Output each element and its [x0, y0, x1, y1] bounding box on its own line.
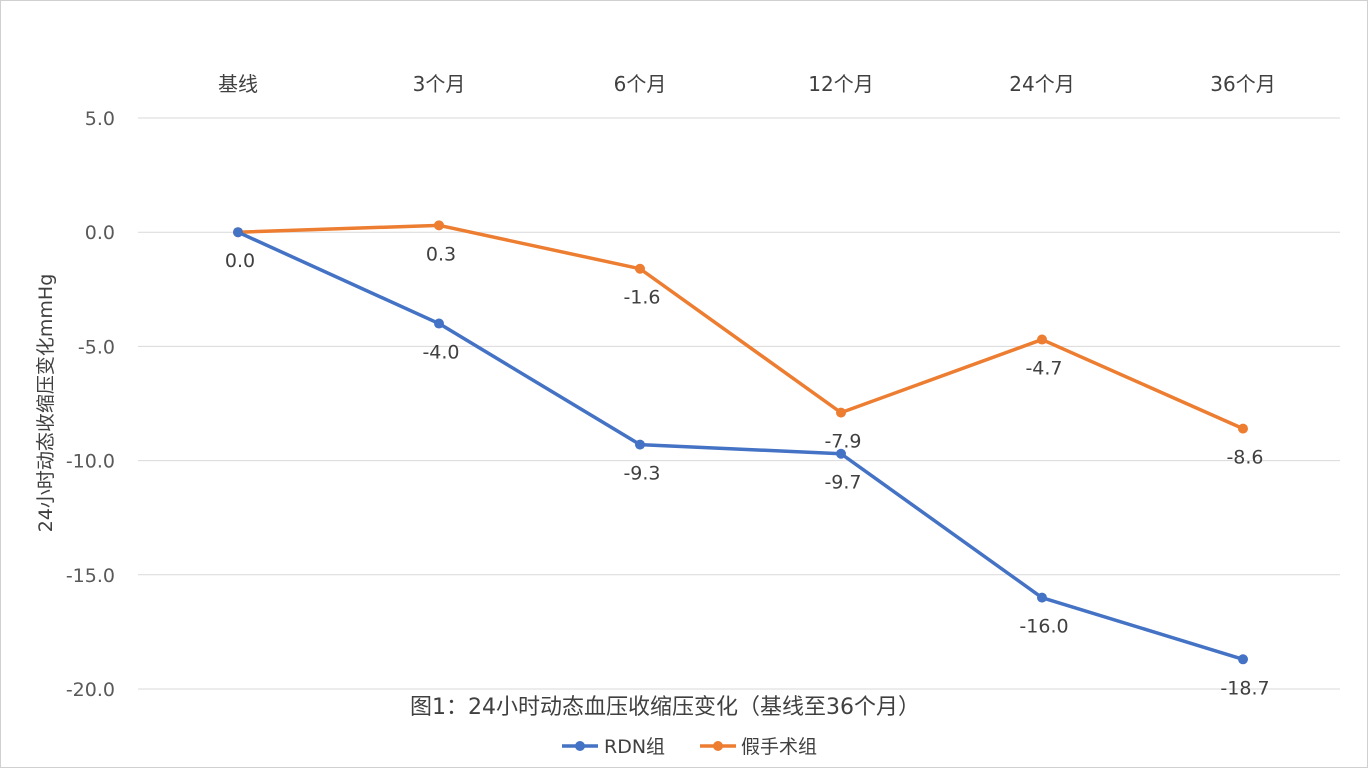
data-point: [836, 448, 846, 459]
data-label: -4.0: [422, 342, 459, 364]
x-category-label: 24个月: [1009, 72, 1074, 96]
data-point: [434, 220, 444, 231]
y-tick-label: -10.0: [66, 451, 115, 473]
data-point: [1037, 334, 1047, 345]
data-point: [1037, 592, 1047, 603]
data-point: [1238, 423, 1248, 434]
data-label: -18.7: [1220, 677, 1269, 699]
series-line-1: [236, 223, 1245, 431]
x-category-label: 3个月: [413, 72, 466, 96]
y-tick-label: 5.0: [85, 108, 115, 130]
y-tick-label: -5.0: [78, 336, 115, 358]
y-axis-label: 24小时动态收缩压变化mmHg: [35, 274, 57, 533]
data-label: -7.9: [824, 431, 861, 453]
data-label: 0.3: [426, 243, 456, 265]
data-point: [836, 407, 846, 418]
y-tick-label: 0.0: [85, 222, 115, 244]
series-line-0: [236, 230, 1245, 662]
legend-label: RDN组: [604, 736, 665, 758]
data-point: [1238, 654, 1248, 665]
data-label: -16.0: [1019, 616, 1068, 638]
data-label: -4.7: [1025, 358, 1062, 380]
x-category-label: 36个月: [1210, 72, 1275, 96]
x-category-label: 基线: [218, 72, 258, 96]
legend-label: 假手术组: [741, 736, 817, 758]
legend-marker-0: [575, 741, 585, 751]
y-tick-label: -20.0: [66, 679, 115, 701]
data-label: 0.0: [225, 250, 255, 272]
x-category-label: 12个月: [808, 72, 873, 96]
data-point: [635, 263, 645, 274]
data-point: [434, 318, 444, 329]
data-label: -9.3: [623, 463, 660, 485]
data-label: -1.6: [623, 287, 660, 309]
data-point: [635, 439, 645, 450]
data-label: -8.6: [1226, 447, 1263, 469]
data-label: -9.7: [824, 472, 861, 494]
data-point: [233, 227, 243, 238]
x-category-label: 6个月: [614, 72, 667, 96]
y-tick-label: -15.0: [66, 565, 115, 587]
legend-marker-1: [713, 741, 723, 751]
chart-title: 图1：24小时动态血压收缩压变化（基线至36个月）: [410, 695, 920, 720]
